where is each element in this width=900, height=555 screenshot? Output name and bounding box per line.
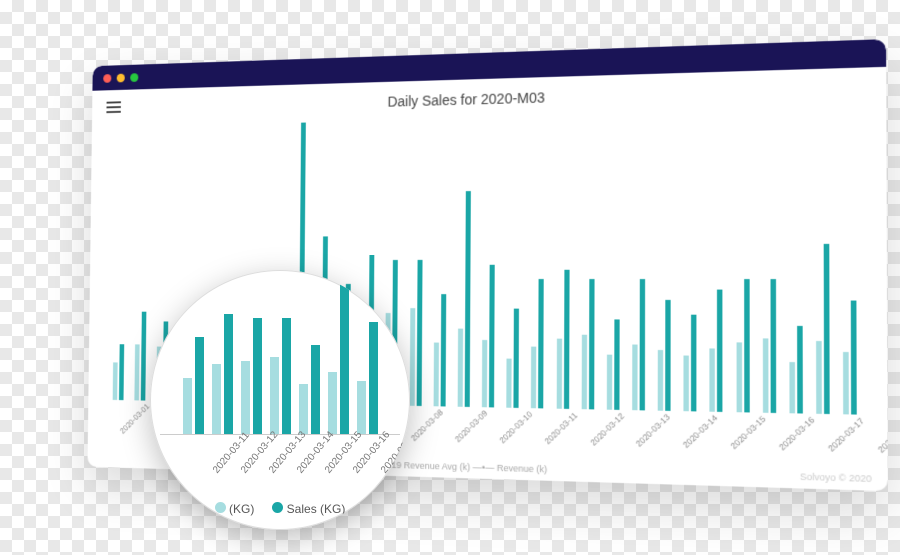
bar-series-1 bbox=[112, 363, 117, 400]
magnifier-lens: 2020-03-112020-03-122020-03-132020-03-14… bbox=[150, 270, 410, 530]
mag-day-group bbox=[183, 337, 204, 434]
magnifier-bars bbox=[160, 290, 400, 435]
mag-bar-series-1 bbox=[299, 384, 308, 434]
bar-series-2 bbox=[119, 344, 124, 400]
day-group bbox=[602, 319, 624, 410]
bar-series-1 bbox=[789, 362, 795, 414]
bar-series-2 bbox=[640, 279, 646, 410]
bar-series-1 bbox=[433, 343, 438, 407]
window-close-icon[interactable] bbox=[103, 74, 111, 83]
day-group bbox=[627, 279, 650, 410]
bar-series-2 bbox=[770, 279, 776, 413]
day-group bbox=[527, 279, 549, 408]
mag-bar-series-1 bbox=[241, 361, 250, 434]
day-group bbox=[502, 309, 524, 408]
magnifier-legend: (KG) Sales (KG) bbox=[150, 502, 410, 516]
bar-series-1 bbox=[507, 358, 512, 408]
magnifier-xaxis: 2020-03-112020-03-122020-03-132020-03-14… bbox=[160, 443, 400, 482]
mag-bar-series-2 bbox=[224, 314, 233, 434]
x-axis-label: 2020-03-18 bbox=[865, 406, 888, 455]
bar-series-2 bbox=[665, 300, 670, 411]
mag-bar-series-1 bbox=[357, 381, 366, 434]
day-group bbox=[811, 243, 835, 414]
bar-series-2 bbox=[563, 269, 569, 408]
day-group bbox=[130, 312, 150, 401]
mag-bar-series-2 bbox=[253, 318, 262, 434]
day-group bbox=[705, 290, 728, 412]
legend-dot-icon bbox=[272, 502, 283, 513]
bar-series-1 bbox=[458, 328, 463, 407]
copyright: Solvoyo © 2020 bbox=[800, 471, 872, 484]
mag-day-group bbox=[270, 318, 291, 434]
mag-bar-series-2 bbox=[311, 345, 320, 434]
bar-series-1 bbox=[581, 334, 586, 409]
day-group bbox=[453, 191, 475, 407]
mag-bar-series-1 bbox=[328, 372, 337, 434]
bar-series-1 bbox=[684, 355, 689, 411]
mag-day-group bbox=[212, 314, 233, 434]
mag-day-group bbox=[328, 270, 349, 434]
bar-series-1 bbox=[409, 308, 415, 405]
mag-bar-series-2 bbox=[340, 270, 349, 434]
bar-series-2 bbox=[797, 326, 803, 414]
bar-series-2 bbox=[440, 294, 446, 407]
bar-series-2 bbox=[465, 191, 471, 407]
mag-bar-series-2 bbox=[195, 337, 204, 434]
day-group bbox=[784, 326, 808, 414]
bar-series-1 bbox=[816, 341, 822, 414]
legend-dot-icon bbox=[215, 502, 226, 513]
bar-series-2 bbox=[614, 319, 619, 409]
mag-day-group bbox=[241, 318, 262, 434]
bar-series-2 bbox=[514, 309, 520, 408]
bar-series-2 bbox=[718, 290, 723, 412]
mag-bar-series-1 bbox=[212, 364, 221, 434]
bar-series-2 bbox=[851, 300, 857, 414]
bar-series-2 bbox=[489, 265, 495, 408]
day-group bbox=[838, 300, 862, 415]
mag-bar-series-2 bbox=[282, 318, 291, 434]
day-group bbox=[577, 279, 599, 409]
mag-bar-series-2 bbox=[369, 322, 378, 434]
bar-series-1 bbox=[482, 340, 487, 407]
stage: Daily Sales for 2020-M03 2020-03-012020-… bbox=[0, 0, 900, 555]
mag-bar-series-1 bbox=[183, 378, 192, 434]
bar-series-1 bbox=[710, 349, 715, 412]
day-group bbox=[679, 315, 702, 412]
bar-series-2 bbox=[141, 312, 147, 401]
legend-label: (KG) bbox=[229, 502, 254, 516]
bar-series-1 bbox=[556, 339, 561, 409]
bar-series-2 bbox=[538, 279, 544, 408]
window-max-icon[interactable] bbox=[130, 73, 138, 82]
bar-series-1 bbox=[531, 347, 536, 409]
mag-day-group bbox=[357, 322, 378, 434]
day-group bbox=[429, 294, 451, 407]
bar-series-2 bbox=[691, 315, 696, 412]
day-group bbox=[477, 265, 499, 408]
mag-day-group bbox=[299, 345, 320, 434]
hamburger-icon[interactable] bbox=[106, 101, 120, 113]
bar-series-1 bbox=[736, 343, 742, 413]
bar-series-2 bbox=[589, 279, 595, 409]
bar-series-1 bbox=[763, 339, 769, 413]
legend-label: Sales (KG) bbox=[287, 502, 346, 516]
day-group bbox=[551, 269, 573, 409]
bar-series-2 bbox=[824, 243, 830, 414]
bar-series-1 bbox=[658, 350, 663, 411]
day-group bbox=[731, 279, 754, 412]
bar-series-2 bbox=[416, 260, 422, 406]
mag-bar-series-1 bbox=[270, 357, 279, 434]
day-group bbox=[108, 344, 128, 400]
bar-series-2 bbox=[744, 279, 750, 412]
day-group bbox=[758, 279, 781, 413]
window-min-icon[interactable] bbox=[117, 73, 125, 82]
bar-series-1 bbox=[632, 345, 637, 411]
day-group bbox=[653, 300, 676, 411]
